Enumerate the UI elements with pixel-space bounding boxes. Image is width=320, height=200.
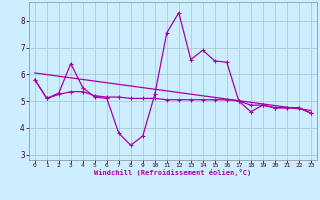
X-axis label: Windchill (Refroidissement éolien,°C): Windchill (Refroidissement éolien,°C): [94, 169, 252, 176]
